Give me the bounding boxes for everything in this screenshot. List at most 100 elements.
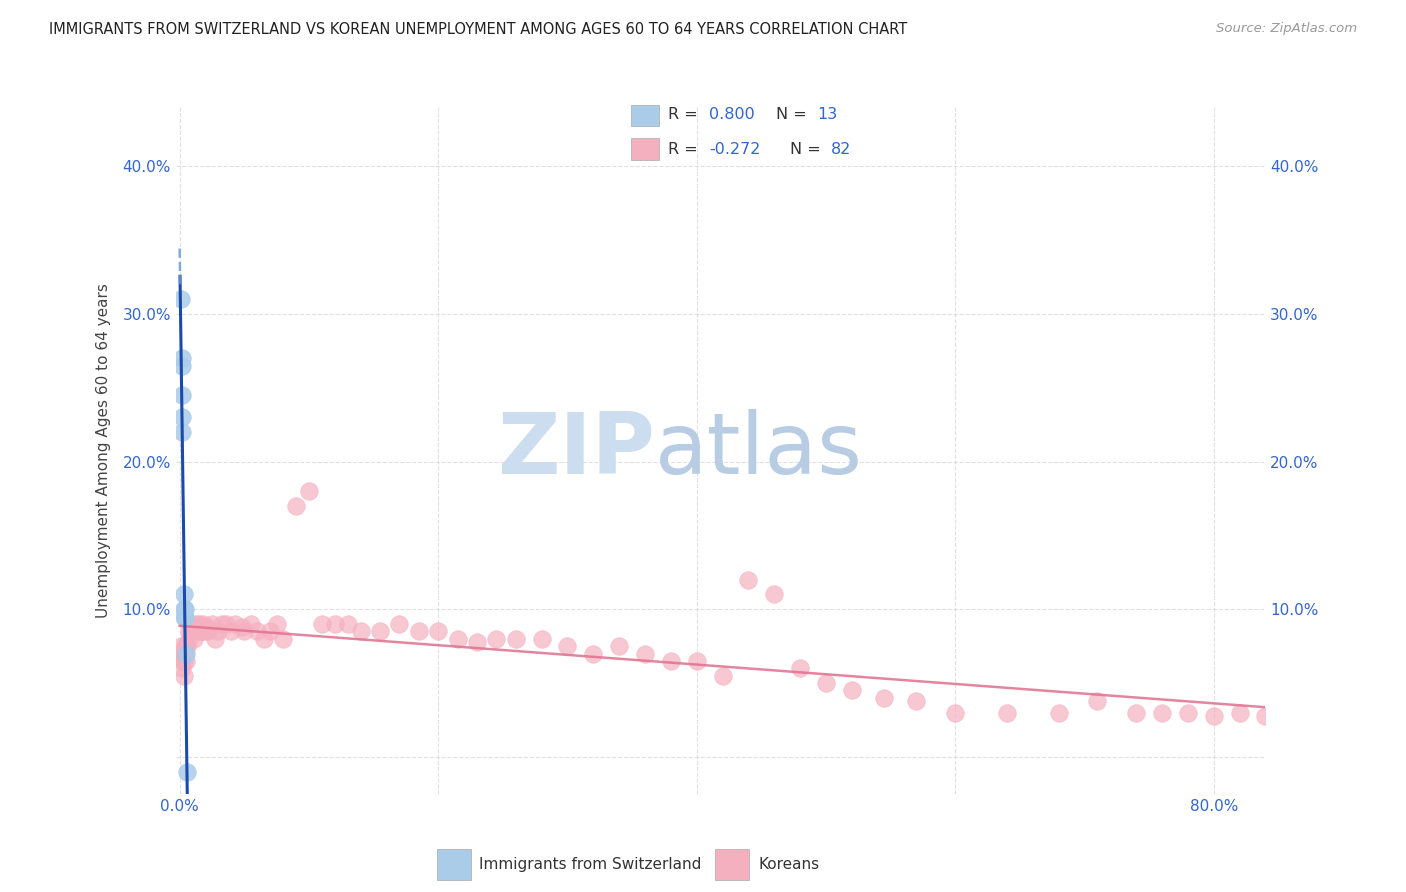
Point [173, 602, 195, 616]
Point [195, 620, 218, 634]
Text: Source: ZipAtlas.com: Source: ZipAtlas.com [1216, 22, 1357, 36]
Point [211, 617, 233, 632]
Point [349, 624, 371, 639]
Point [177, 624, 200, 639]
Point [634, 647, 657, 661]
Point [408, 624, 430, 639]
Point [221, 624, 243, 639]
Point [271, 632, 294, 646]
Point [174, 654, 197, 668]
Point [814, 676, 837, 690]
Point [187, 620, 209, 634]
Point [173, 669, 195, 683]
Point [388, 617, 411, 632]
Point [173, 609, 195, 624]
Point [557, 639, 579, 653]
Point [186, 617, 208, 632]
Y-axis label: Unemployment Among Ages 60 to 64 years: Unemployment Among Ages 60 to 64 years [96, 283, 111, 618]
Point [194, 624, 217, 639]
Point [172, 410, 194, 425]
Point [446, 632, 468, 646]
Point [170, 292, 193, 306]
Point [905, 694, 928, 708]
Text: atlas: atlas [655, 409, 863, 492]
Text: 82: 82 [831, 142, 852, 156]
Point [465, 634, 488, 648]
Text: 0.800: 0.800 [709, 107, 755, 122]
Point [239, 617, 262, 632]
Point [841, 683, 863, 698]
Point [711, 669, 734, 683]
Point [505, 632, 527, 646]
Point [1177, 706, 1199, 720]
Point [181, 624, 204, 639]
Point [174, 647, 197, 661]
Point [763, 587, 786, 601]
Point [173, 639, 195, 653]
Point [207, 624, 229, 639]
Point [172, 661, 194, 675]
Point [172, 388, 194, 402]
Point [323, 617, 346, 632]
Point [172, 647, 194, 661]
Point [179, 617, 201, 632]
Text: R =: R = [668, 142, 703, 156]
Point [873, 690, 896, 705]
Text: IMMIGRANTS FROM SWITZERLAND VS KOREAN UNEMPLOYMENT AMONG AGES 60 TO 64 YEARS COR: IMMIGRANTS FROM SWITZERLAND VS KOREAN UN… [49, 22, 907, 37]
Text: R =: R = [668, 107, 703, 122]
Point [266, 617, 288, 632]
Point [170, 647, 193, 661]
Point [172, 425, 194, 439]
Point [201, 617, 224, 632]
Point [174, 639, 197, 653]
Point [176, 764, 198, 779]
Point [259, 624, 281, 639]
Point [1202, 708, 1225, 723]
Point [485, 632, 508, 646]
Text: -0.272: -0.272 [709, 142, 761, 156]
Point [1085, 694, 1108, 708]
Point [231, 620, 253, 634]
Point [943, 706, 966, 720]
Point [284, 499, 307, 513]
Text: Immigrants from Switzerland: Immigrants from Switzerland [479, 857, 702, 871]
Text: ZIP: ZIP [498, 409, 655, 492]
Point [191, 617, 214, 632]
Point [170, 351, 193, 366]
Point [188, 617, 211, 632]
Point [298, 484, 321, 499]
Point [368, 624, 391, 639]
Point [789, 661, 811, 675]
Point [607, 639, 630, 653]
Point [1150, 706, 1173, 720]
Point [737, 573, 759, 587]
Point [530, 632, 553, 646]
Point [215, 617, 238, 632]
Point [1229, 706, 1251, 720]
Point [173, 647, 195, 661]
Point [190, 624, 212, 639]
Point [173, 654, 195, 668]
Text: 13: 13 [818, 107, 838, 122]
Point [170, 359, 193, 373]
Text: N =: N = [790, 142, 827, 156]
Text: Koreans: Koreans [759, 857, 820, 871]
Point [253, 632, 276, 646]
FancyBboxPatch shape [631, 105, 658, 127]
Point [336, 617, 359, 632]
Point [204, 632, 226, 646]
Point [582, 647, 605, 661]
Point [311, 617, 333, 632]
Point [1047, 706, 1070, 720]
Point [197, 624, 219, 639]
Point [170, 639, 193, 653]
Point [183, 632, 205, 646]
Point [173, 647, 195, 661]
Point [246, 624, 269, 639]
Point [188, 624, 211, 639]
Point [427, 624, 450, 639]
Point [180, 624, 202, 639]
FancyBboxPatch shape [437, 849, 471, 880]
FancyBboxPatch shape [716, 849, 749, 880]
Point [224, 617, 246, 632]
